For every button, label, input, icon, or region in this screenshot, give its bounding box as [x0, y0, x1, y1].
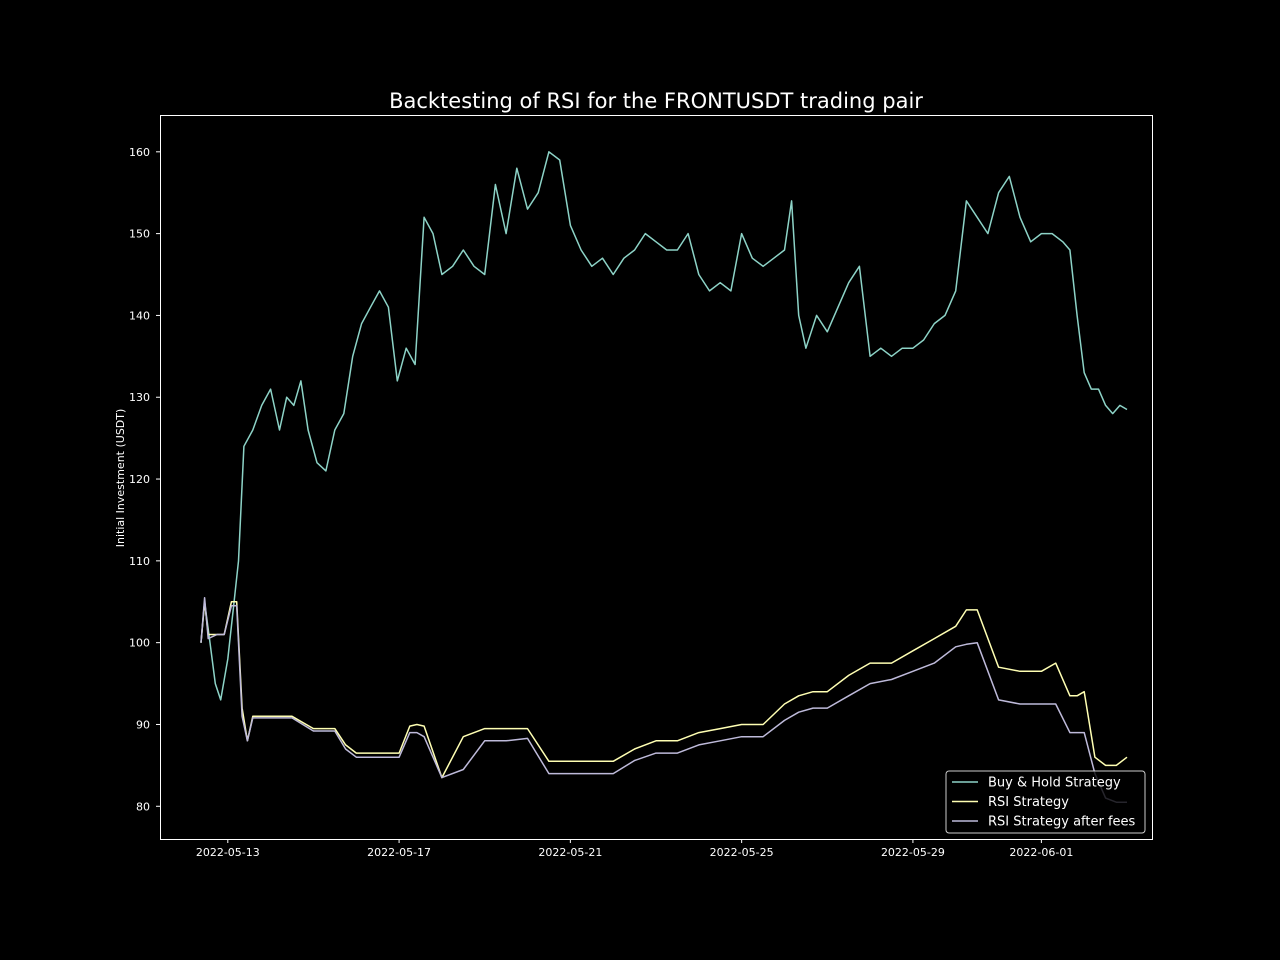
legend-label-2: RSI Strategy after fees — [988, 815, 1136, 830]
legend-box — [945, 770, 1146, 834]
y-tick-label-5: 130 — [129, 391, 150, 404]
series-line-1 — [200, 601, 1128, 779]
legend: Buy & Hold Strategy RSI Strategy RSI Strat… — [945, 770, 1146, 834]
y-tick-label-4: 120 — [129, 473, 150, 486]
legend-label-0: Buy & Hold Strategy — [988, 776, 1121, 791]
legend-label-1: RSI Strategy — [988, 795, 1069, 810]
y-axis-label: Initial Investment (USDT) — [114, 409, 127, 548]
plot-area — [200, 151, 1128, 803]
y-tick-label-1: 90 — [136, 718, 150, 731]
y-tick-label-3: 110 — [129, 555, 150, 568]
y-tick-label-2: 100 — [129, 637, 150, 650]
plot-frame — [160, 115, 1153, 840]
x-tick-label-5: 2022-06-01 — [1009, 846, 1073, 859]
x-tick-label-1: 2022-05-17 — [367, 846, 431, 859]
y-axis: 80 90 100 110 120 130 140 150 160 — [129, 146, 160, 813]
series-line-0 — [200, 151, 1128, 701]
x-tick-label-3: 2022-05-25 — [710, 846, 774, 859]
x-tick-label-0: 2022-05-13 — [196, 846, 260, 859]
x-tick-label-2: 2022-05-21 — [538, 846, 602, 859]
chart-title: Backtesting of RSI for the FRONTUSDT tra… — [389, 89, 923, 113]
series-line-2 — [200, 596, 1127, 803]
y-tick-label-7: 150 — [129, 228, 150, 241]
y-tick-label-8: 160 — [129, 146, 150, 159]
x-tick-label-4: 2022-05-29 — [881, 846, 945, 859]
y-tick-label-0: 80 — [136, 800, 150, 813]
y-tick-label-6: 140 — [129, 309, 150, 322]
x-axis: 2022-05-13 2022-05-17 2022-05-21 2022-05-25… — [196, 839, 1073, 859]
